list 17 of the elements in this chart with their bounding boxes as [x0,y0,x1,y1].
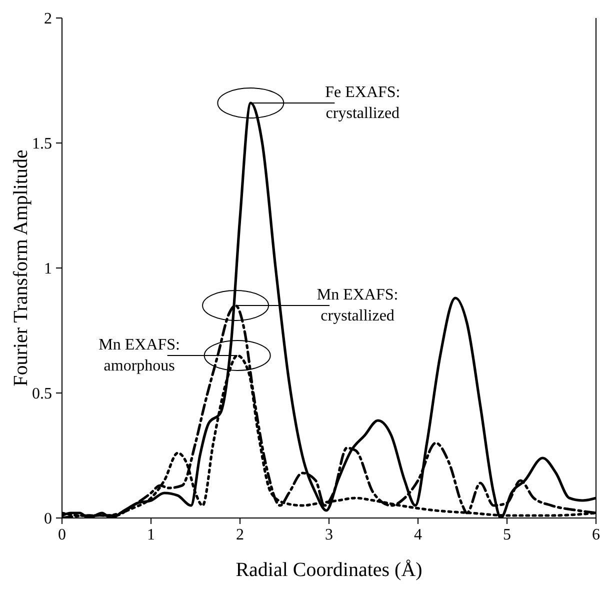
annotation: Mn EXAFS: amorphous [98,336,180,374]
y-tick-label: 0.5 [32,386,52,403]
y-tick-label: 1 [44,260,52,278]
y-axis-title: Fourier Transform Amplitude [10,150,32,386]
x-tick-label: 0 [58,526,66,544]
x-tick-label: 5 [503,526,511,544]
x-tick-label: 6 [592,526,600,544]
annotation: Fe EXAFS: crystallized [325,84,400,122]
x-tick-label: 3 [325,526,333,544]
x-axis-title: Radial Coordinates (Å) [236,559,422,581]
y-tick-label: 0 [44,510,52,528]
annotation: Mn EXAFS: crystallized [316,286,398,324]
y-tick-label: 1.5 [32,136,52,153]
x-tick-label: 2 [236,526,244,544]
x-tick-label: 1 [147,526,155,544]
x-tick-label: 4 [414,526,422,544]
y-tick-label: 2 [44,10,52,28]
